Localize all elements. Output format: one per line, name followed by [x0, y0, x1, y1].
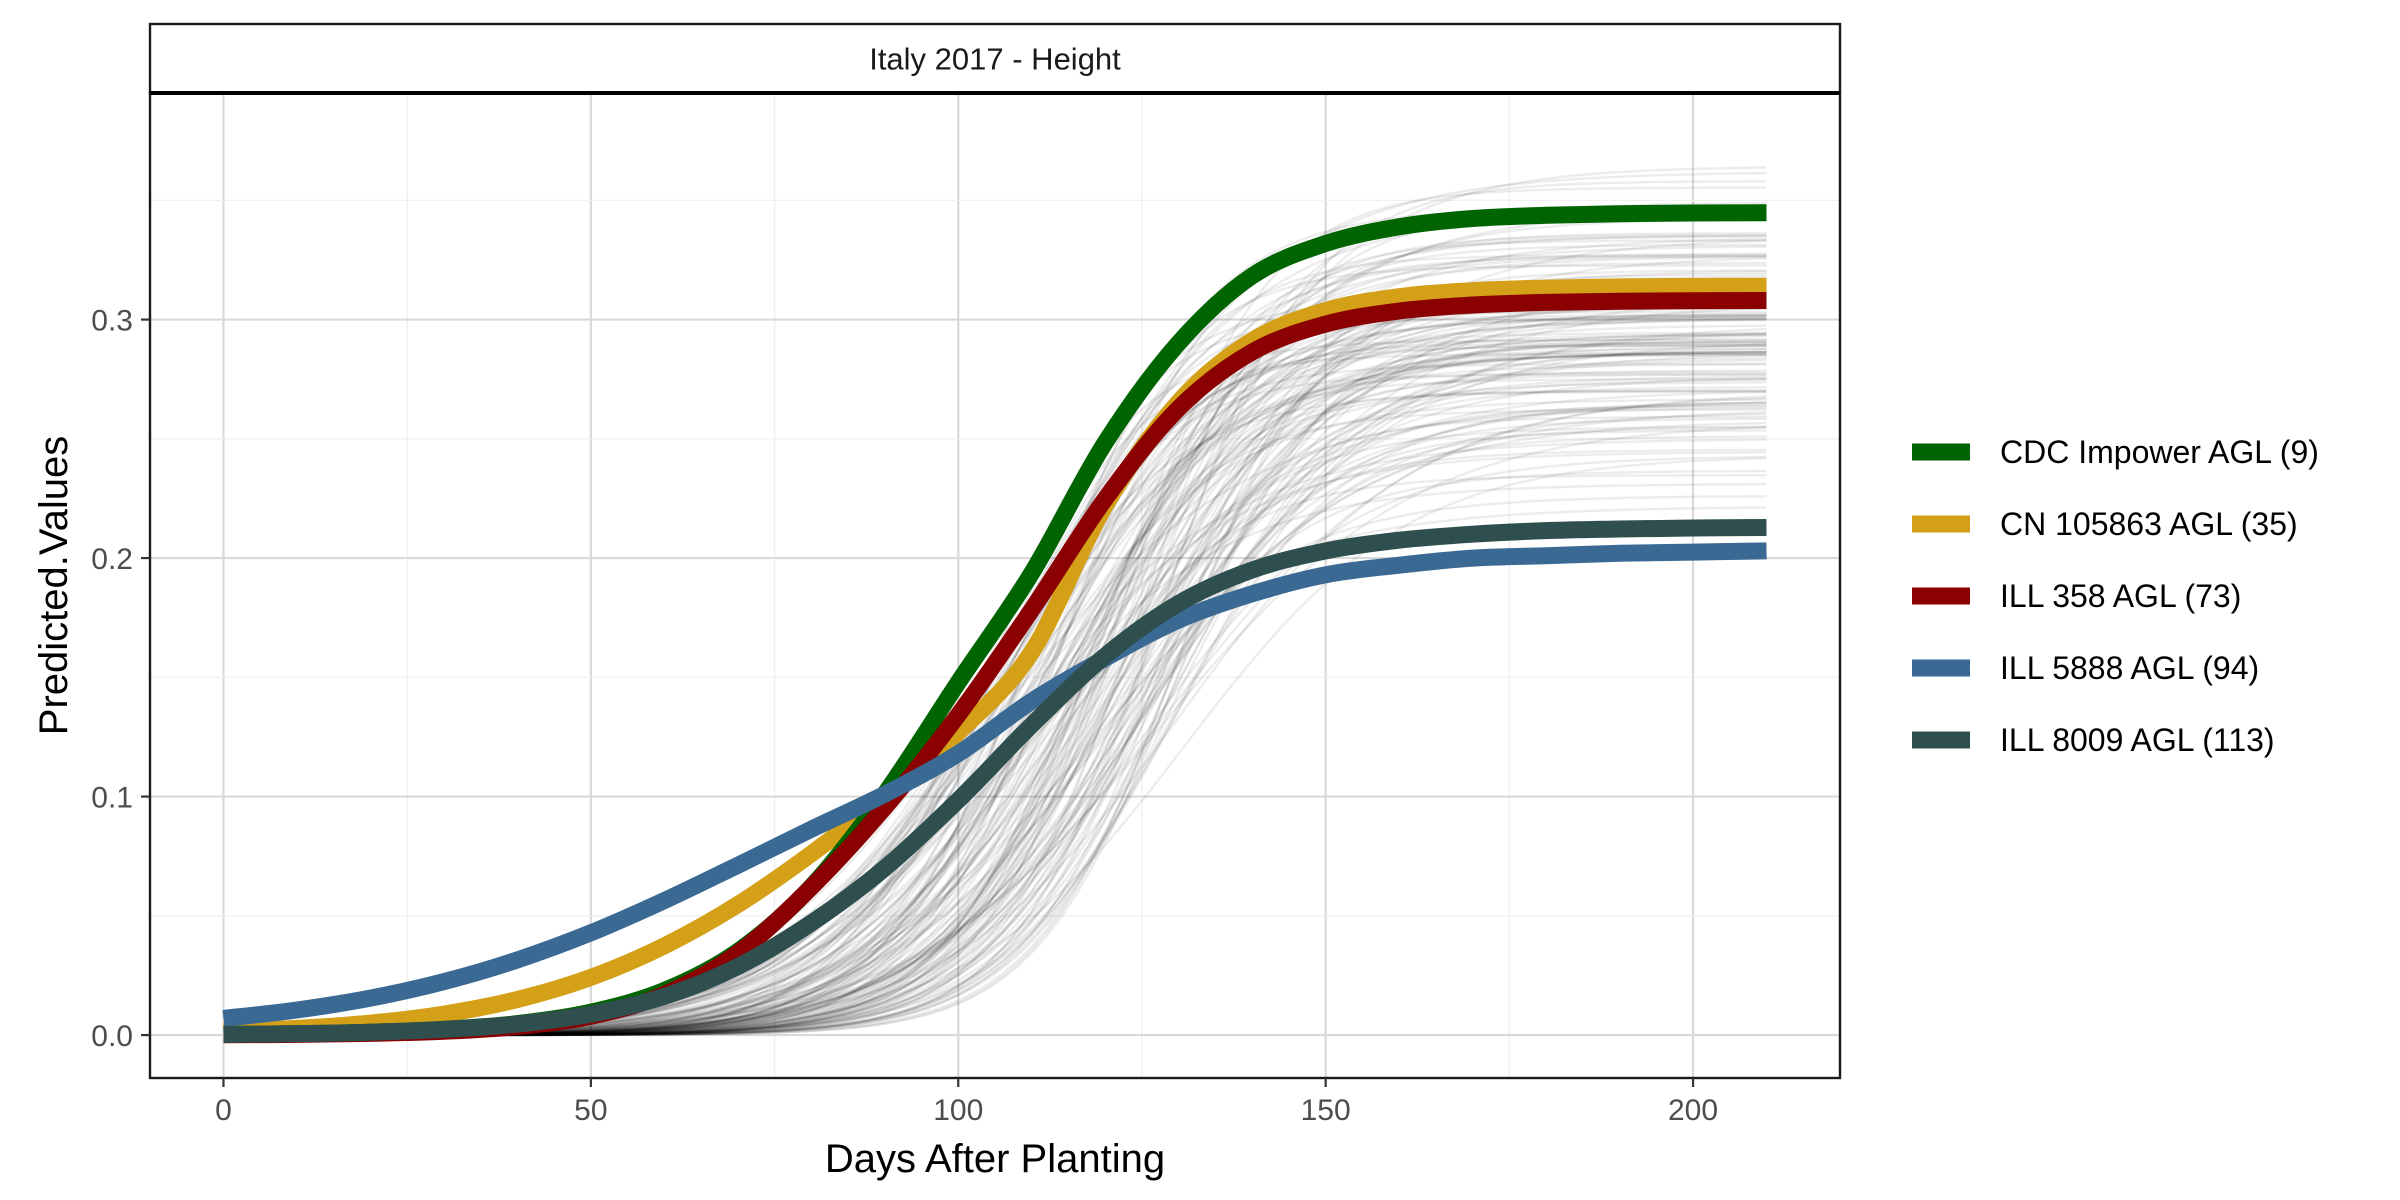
x-tick-label: 50	[574, 1094, 607, 1127]
plot-panel	[150, 93, 1840, 1078]
x-axis-ticks: 0 50 100 150 200	[215, 1078, 1718, 1127]
legend-label: ILL 358 AGL (73)	[2000, 578, 2241, 614]
x-tick-label: 0	[215, 1094, 232, 1127]
y-tick-label: 0.3	[91, 305, 133, 338]
y-tick-label: 0.2	[91, 543, 133, 576]
legend-label: CDC Impower AGL (9)	[2000, 434, 2319, 470]
facet-strip: Italy 2017 - Height	[148, 22, 1842, 95]
legend: CDC Impower AGL (9) CN 105863 AGL (35) ILL…	[1912, 434, 2319, 758]
y-tick-label: 0.1	[91, 782, 133, 815]
legend-label: ILL 5888 AGL (94)	[2000, 650, 2259, 686]
y-tick-label: 0.0	[91, 1020, 133, 1053]
panel-background	[150, 93, 1840, 1078]
series-line	[223, 277, 1767, 1040]
series-line	[223, 519, 1767, 1043]
x-tick-label: 150	[1301, 1094, 1351, 1127]
y-axis-title: Predicted.Values	[32, 436, 76, 735]
facet-strip-box	[148, 22, 1842, 95]
legend-label: CN 105863 AGL (35)	[2000, 506, 2298, 542]
y-axis-ticks: 0.0 0.1 0.2 0.3	[91, 305, 150, 1053]
legend-label: ILL 8009 AGL (113)	[2000, 722, 2275, 758]
x-tick-label: 100	[933, 1094, 983, 1127]
series-line	[222, 542, 1767, 1027]
facet-strip-label: Italy 2017 - Height	[869, 42, 1121, 77]
x-axis-title: Days After Planting	[825, 1137, 1165, 1181]
series-lines	[222, 204, 1767, 1044]
x-tick-label: 200	[1668, 1094, 1718, 1127]
gridlines	[150, 93, 1840, 1078]
